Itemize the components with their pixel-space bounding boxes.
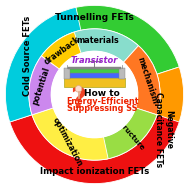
Text: Transistor: Transistor — [71, 56, 118, 65]
Text: How to: How to — [84, 89, 120, 98]
Text: materials: materials — [76, 36, 119, 45]
Bar — [64, 68, 70, 80]
Wedge shape — [123, 46, 160, 115]
Text: potential: potential — [30, 66, 51, 106]
Bar — [68, 73, 121, 78]
Text: structure: structure — [115, 119, 145, 152]
Wedge shape — [56, 29, 138, 62]
Bar — [119, 68, 125, 80]
Text: drawback: drawback — [43, 35, 82, 67]
Text: mechanism: mechanism — [135, 56, 159, 105]
Circle shape — [51, 51, 138, 138]
Text: Tunnelling FETs: Tunnelling FETs — [55, 13, 134, 22]
Wedge shape — [102, 108, 157, 159]
Text: Negative
Capacitance FETs: Negative Capacitance FETs — [154, 92, 173, 167]
Text: Impact ionization FETs: Impact ionization FETs — [40, 167, 149, 176]
Wedge shape — [41, 32, 81, 69]
Text: optimization: optimization — [50, 115, 84, 168]
Wedge shape — [10, 5, 179, 74]
Wedge shape — [5, 7, 81, 122]
Text: Cold Source FETs: Cold Source FETs — [23, 16, 32, 96]
Text: Energy-Efficient: Energy-Efficient — [66, 97, 138, 106]
Bar — [64, 78, 125, 87]
Wedge shape — [115, 67, 184, 179]
Wedge shape — [29, 56, 60, 115]
Circle shape — [75, 86, 82, 92]
Bar — [68, 67, 121, 69]
Bar — [68, 69, 121, 73]
Text: Suppressing SS: Suppressing SS — [67, 104, 137, 113]
Wedge shape — [10, 115, 179, 184]
Text: ?: ? — [70, 86, 87, 114]
Wedge shape — [32, 108, 108, 160]
